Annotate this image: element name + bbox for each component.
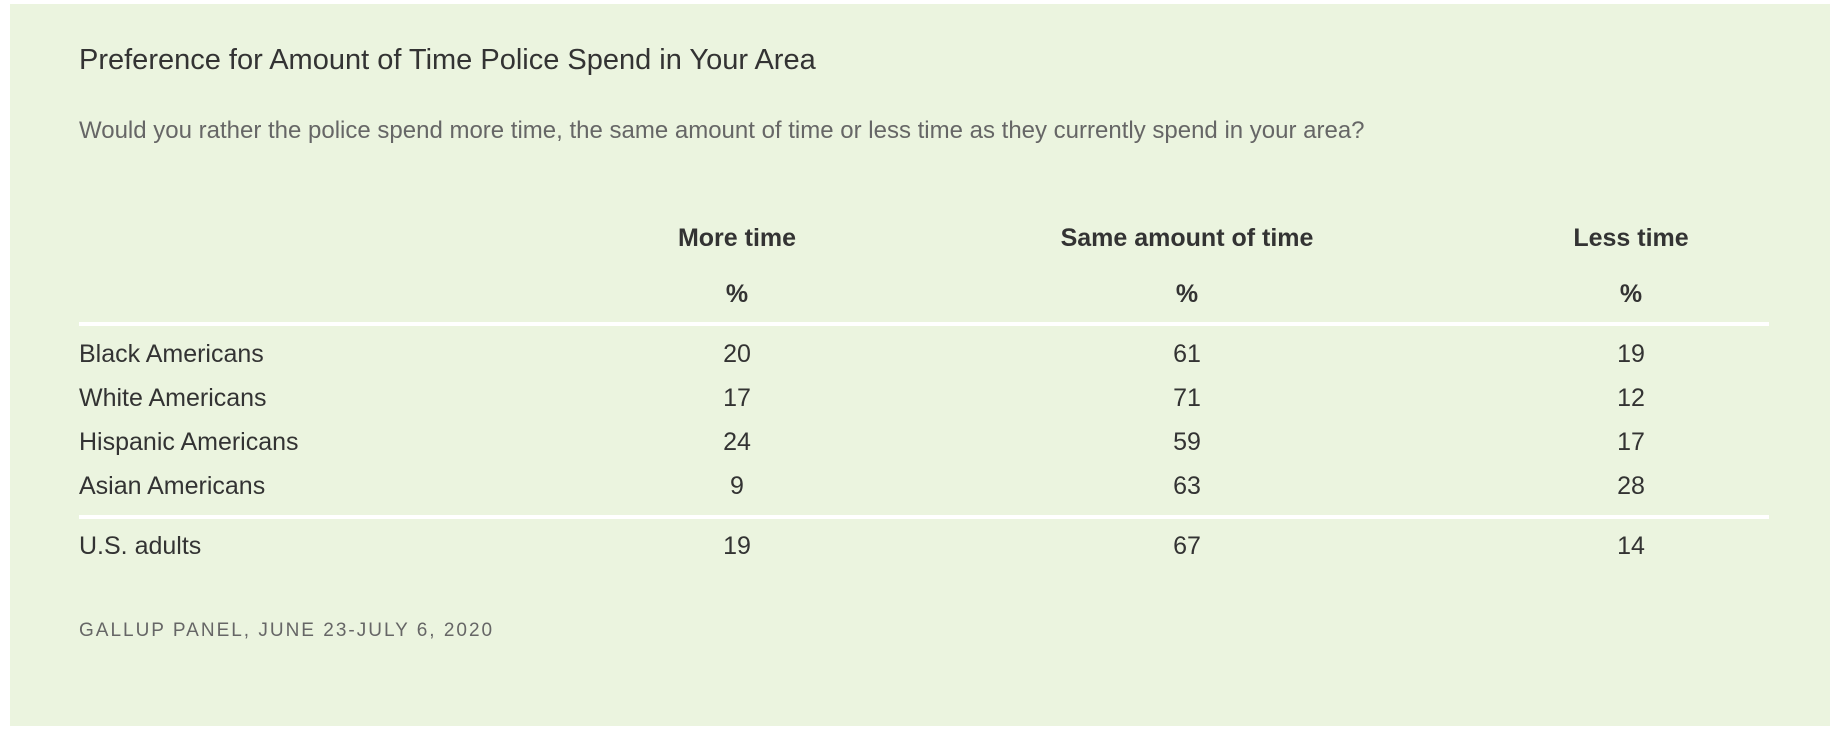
- total-cell: 19: [723, 532, 751, 560]
- total-cell: 67: [1173, 532, 1201, 560]
- table-divider: [79, 515, 1769, 519]
- table-cell: 59: [1173, 428, 1201, 456]
- row-label: White Americans: [79, 384, 267, 412]
- total-row-label: U.S. adults: [79, 532, 202, 560]
- row-label: Hispanic Americans: [79, 428, 299, 456]
- chart-panel: [10, 4, 1830, 726]
- column-header: Same amount of time: [1060, 224, 1314, 252]
- row-label: Black Americans: [79, 340, 264, 368]
- table-cell: 19: [1617, 340, 1645, 368]
- column-header: Less time: [1573, 224, 1689, 252]
- column-header: More time: [677, 224, 797, 252]
- table-cell: 28: [1617, 472, 1645, 500]
- table-cell: 17: [1617, 428, 1645, 456]
- source-note: GALLUP PANEL, JUNE 23-JULY 6, 2020: [79, 620, 495, 641]
- total-cell: 14: [1617, 532, 1645, 560]
- table-cell: 63: [1173, 472, 1201, 500]
- table-divider: [79, 322, 1769, 326]
- column-unit: %: [1619, 280, 1643, 308]
- table-cell: 24: [723, 428, 751, 456]
- table-cell: 17: [723, 384, 751, 412]
- table-cell: 61: [1173, 340, 1201, 368]
- table-cell: 71: [1173, 384, 1201, 412]
- row-label: Asian Americans: [79, 472, 266, 500]
- column-unit: %: [725, 280, 749, 308]
- table-cell: 12: [1617, 384, 1645, 412]
- chart-title: Preference for Amount of Time Police Spe…: [79, 44, 816, 76]
- table-cell: 20: [723, 340, 751, 368]
- column-unit: %: [1175, 280, 1199, 308]
- table-cell: 9: [730, 472, 744, 500]
- chart-subtitle: Would you rather the police spend more t…: [79, 117, 1365, 144]
